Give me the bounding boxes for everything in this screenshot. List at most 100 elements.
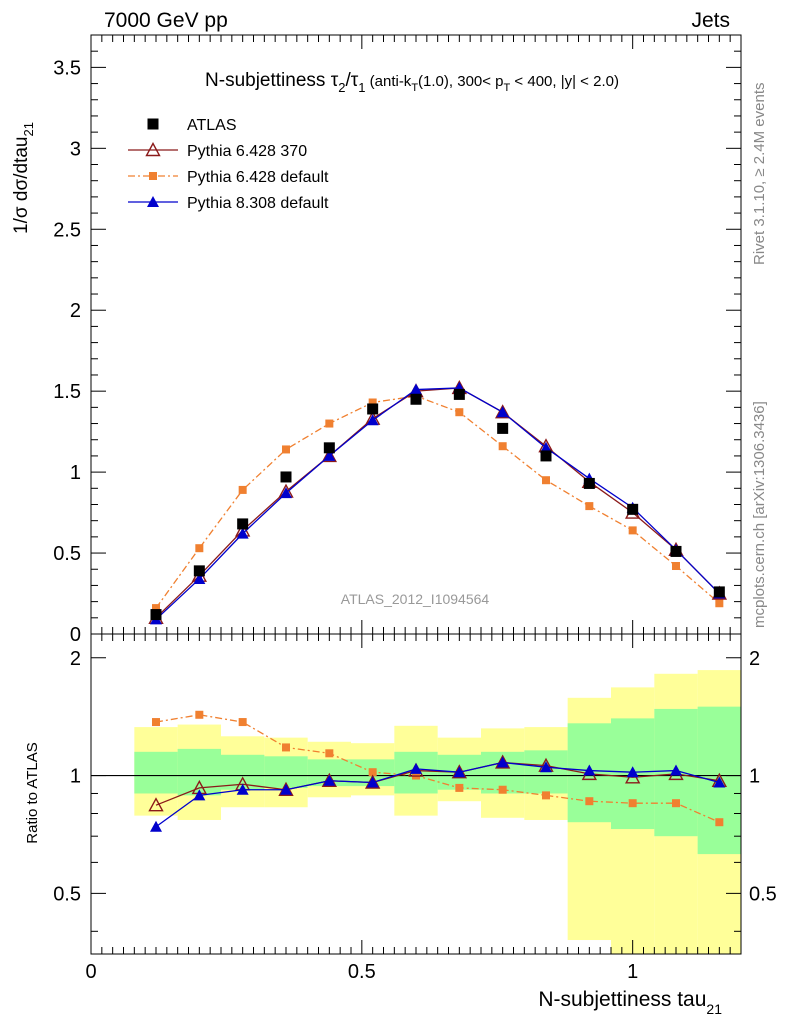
main-data-point [280, 471, 292, 483]
main-data-point [540, 450, 552, 462]
main-data-point [152, 604, 160, 613]
ratio-data-point [715, 818, 724, 827]
legend-marker [149, 172, 157, 180]
main-data-point [498, 442, 507, 451]
ratio-data-point [713, 776, 726, 788]
main-axes: 0 0.5 1 1.5 2 2.5 3 3.5 [53, 34, 742, 646]
legend-marker [145, 142, 161, 157]
main-data-point [366, 414, 379, 426]
ratio-data-point [323, 774, 336, 786]
ratio-y-tick-label: 1 [70, 766, 81, 788]
main-data-point [670, 545, 682, 557]
ratio-data-point [583, 764, 596, 776]
ratio-ylabel: Ratio to ATLAS [24, 742, 41, 843]
ratio-data-point [325, 749, 334, 758]
ratio-data-point [494, 754, 511, 769]
legend-label: ATLAS [187, 117, 237, 134]
main-data-point [494, 404, 511, 419]
main-data-point [321, 447, 338, 463]
main-y-tick-label: 2.5 [53, 219, 81, 241]
main-data-point [585, 502, 594, 511]
header-right: Jets [691, 9, 730, 32]
main-data-point [410, 393, 422, 405]
main-data-point [410, 383, 422, 395]
main-data-point [497, 422, 509, 434]
ratio-data-point [628, 799, 637, 808]
main-ylabel-sub: 21 [21, 122, 36, 136]
main-data-point [195, 544, 204, 553]
main-title-part: < 400, |y| < 2.0) [510, 73, 619, 90]
ratio-data-point [366, 776, 379, 788]
main-data-point [280, 487, 292, 499]
header-left: 7000 GeV pp [104, 9, 228, 32]
main-title-sub: T [504, 82, 511, 94]
main-data-point [713, 586, 725, 598]
legend-label: Pythia 6.428 default [187, 169, 329, 186]
ratio-data-point [236, 783, 249, 795]
main-y-tick-label: 0 [70, 624, 81, 646]
ratio-data-point [193, 789, 206, 801]
main-data-point [453, 388, 465, 400]
main-data-point [325, 419, 334, 428]
ratio-y-tick-label: 1 [749, 766, 760, 788]
main-data-point [583, 477, 595, 489]
ratio-data-point [455, 783, 464, 792]
legend-label: Pythia 6.428 370 [187, 143, 307, 160]
ratio-xlabel-sub: 21 [706, 1001, 722, 1017]
ratio-data-point [152, 718, 160, 727]
main-y-tick-label: 2 [70, 300, 81, 322]
ratio-data-point [453, 766, 466, 778]
main-watermark: ATLAS_2012_I1094564 [341, 591, 490, 607]
main-data-point [323, 442, 335, 454]
ratio-y-tick-label: 0.5 [749, 883, 777, 905]
main-data-point [368, 398, 377, 407]
ratio-band-inner [134, 751, 178, 794]
ratio-data-point [195, 710, 204, 719]
ratio-uncertainty-bands [134, 670, 741, 954]
ratio-data-point [238, 718, 247, 727]
main-data-point [282, 445, 290, 454]
main-y-tick-label: 3.5 [53, 57, 81, 79]
main-y-tick-label: 1 [70, 462, 81, 484]
ratio-data-point [626, 766, 639, 778]
rivet-label: Rivet 3.1.10, ≥ 2.4M events [751, 83, 768, 266]
main-data-point [323, 449, 336, 461]
main-data-point [236, 527, 249, 539]
main-ylabel-text: 1/σ dσ/dtau [11, 137, 32, 234]
main-title-sub: T [411, 82, 418, 94]
main-title-part: (anti-k [365, 73, 411, 90]
ratio-panel: 0 0.5 1 0.5 0.5 1 1 2 2 Ratio to ATLAS N-subjett… [24, 633, 777, 1017]
ratio-series-line [155, 761, 720, 806]
main-data-point [715, 599, 724, 608]
main-title-part: (1.0), 300< p [418, 73, 503, 90]
ratio-data-point [150, 820, 162, 832]
main-data-point [672, 562, 680, 571]
ratio-data-point [282, 743, 290, 752]
ratio-data-point [368, 768, 377, 777]
main-data-point [237, 518, 249, 530]
main-data-point [496, 406, 509, 418]
ratio-data-point [280, 783, 292, 795]
main-title: N-subjettiness τ2/τ1 (anti-kT(1.0), 300<… [205, 70, 619, 95]
ratio-data-point [148, 797, 164, 812]
main-title-part: /τ [345, 70, 358, 91]
main-ylabel: 1/σ dσ/dtau21 [11, 122, 36, 234]
ratio-xlabel-text: N-subjettiness tau [538, 988, 706, 1011]
main-data-point [542, 476, 550, 485]
main-y-tick-label: 0.5 [53, 543, 81, 565]
main-data-point [150, 609, 162, 621]
main-series [148, 379, 728, 625]
main-panel: 0 0.5 1 1.5 2 2.5 3 3.5 ATLAS_2012_I1094564 N-s… [11, 34, 742, 646]
ratio-data-point [585, 797, 594, 806]
ratio-data-point [496, 756, 509, 768]
main-y-tick-label: 1.5 [53, 381, 81, 403]
legend-marker [147, 118, 159, 130]
main-data-point [627, 503, 639, 515]
ratio-x-tick-label: 0 [85, 961, 96, 983]
main-data-point [238, 485, 247, 494]
legend-label: Pythia 8.308 default [187, 195, 329, 212]
ratio-data-point [542, 791, 550, 800]
ratio-data-point [670, 764, 682, 776]
ratio-y-tick-label: 2 [70, 648, 81, 670]
